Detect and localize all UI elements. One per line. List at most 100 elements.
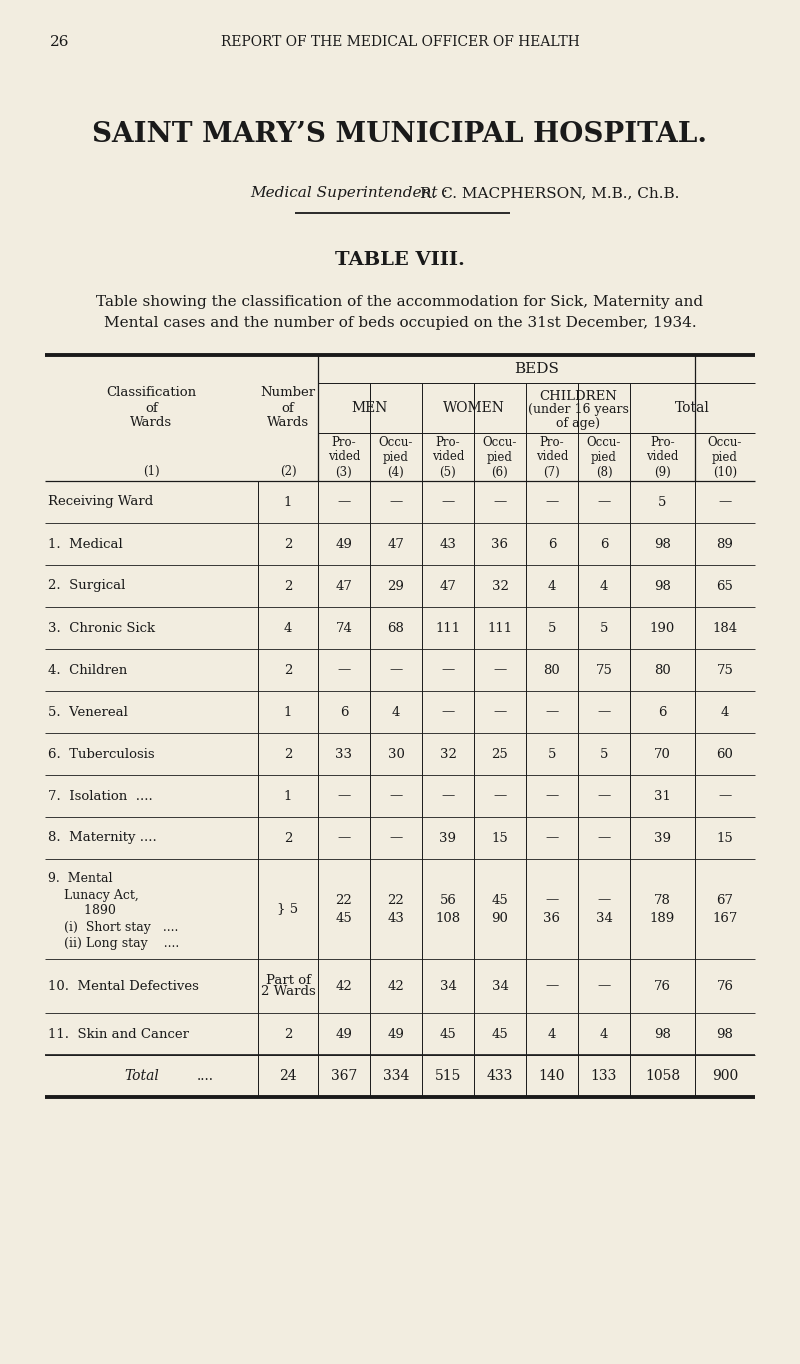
Text: —: —: [390, 495, 402, 509]
Text: 1.  Medical: 1. Medical: [48, 537, 122, 551]
Text: 4.  Children: 4. Children: [48, 663, 127, 677]
Text: 49: 49: [335, 1027, 353, 1041]
Text: 78: 78: [654, 893, 671, 907]
Text: 75: 75: [717, 663, 734, 677]
Text: 98: 98: [654, 580, 671, 592]
Text: 5: 5: [600, 622, 608, 634]
Text: —: —: [718, 790, 732, 802]
Text: 184: 184: [713, 622, 738, 634]
Text: 2: 2: [284, 580, 292, 592]
Text: 2: 2: [284, 1027, 292, 1041]
Text: 36: 36: [543, 911, 561, 925]
Text: ....: ....: [197, 1069, 214, 1083]
Text: } 5: } 5: [278, 903, 298, 915]
Text: 36: 36: [491, 537, 509, 551]
Text: 2: 2: [284, 537, 292, 551]
Text: 1: 1: [284, 705, 292, 719]
Text: 29: 29: [387, 580, 405, 592]
Text: —: —: [338, 832, 350, 844]
Text: —: —: [546, 832, 558, 844]
Text: Lunacy Act,: Lunacy Act,: [48, 888, 138, 902]
Text: 34: 34: [595, 911, 613, 925]
Text: (ii) Long stay    ....: (ii) Long stay ....: [48, 937, 179, 949]
Text: Occu-
pied
(8): Occu- pied (8): [587, 435, 621, 479]
Text: 24: 24: [279, 1069, 297, 1083]
Text: —: —: [494, 495, 506, 509]
Text: 43: 43: [387, 911, 405, 925]
Text: Total: Total: [124, 1069, 159, 1083]
Text: 433: 433: [487, 1069, 513, 1083]
Text: Total: Total: [675, 401, 710, 415]
Text: —: —: [718, 495, 732, 509]
Text: (1): (1): [143, 465, 160, 477]
Text: 133: 133: [591, 1069, 617, 1083]
Text: —: —: [598, 790, 610, 802]
Text: 67: 67: [717, 893, 734, 907]
Text: CHILDREN: CHILDREN: [539, 390, 617, 404]
Text: 68: 68: [387, 622, 405, 634]
Text: —: —: [442, 790, 454, 802]
Text: 70: 70: [654, 747, 671, 761]
Text: 2 Wards: 2 Wards: [261, 985, 315, 998]
Text: 42: 42: [388, 979, 404, 993]
Text: —: —: [598, 705, 610, 719]
Text: 34: 34: [491, 979, 509, 993]
Text: Occu-
pied
(6): Occu- pied (6): [483, 435, 517, 479]
Text: (under 16 years: (under 16 years: [527, 404, 629, 416]
Text: 2: 2: [284, 747, 292, 761]
Text: 108: 108: [435, 911, 461, 925]
Text: BEDS: BEDS: [514, 361, 559, 376]
Text: —: —: [494, 790, 506, 802]
Text: Occu-
pied
(10): Occu- pied (10): [708, 435, 742, 479]
Text: 89: 89: [717, 537, 734, 551]
Text: 4: 4: [548, 580, 556, 592]
Text: 5: 5: [658, 495, 666, 509]
Text: 45: 45: [440, 1027, 456, 1041]
Text: WOMEN: WOMEN: [443, 401, 505, 415]
Text: MEN: MEN: [352, 401, 388, 415]
Text: 98: 98: [654, 537, 671, 551]
Text: —: —: [338, 790, 350, 802]
Text: Mental cases and the number of beds occupied on the 31st December, 1934.: Mental cases and the number of beds occu…: [104, 316, 696, 330]
Text: —: —: [494, 663, 506, 677]
Text: 34: 34: [439, 979, 457, 993]
Text: —: —: [546, 790, 558, 802]
Text: 15: 15: [717, 832, 734, 844]
Text: 49: 49: [335, 537, 353, 551]
Text: —: —: [390, 790, 402, 802]
Text: 8.  Maternity ....: 8. Maternity ....: [48, 832, 157, 844]
Text: 190: 190: [650, 622, 675, 634]
Text: 1058: 1058: [645, 1069, 680, 1083]
Text: Pro-
vided
(3): Pro- vided (3): [328, 435, 360, 479]
Text: 4: 4: [600, 1027, 608, 1041]
Text: (i)  Short stay   ....: (i) Short stay ....: [48, 921, 178, 933]
Text: 47: 47: [335, 580, 353, 592]
Text: 2: 2: [284, 832, 292, 844]
Text: 167: 167: [712, 911, 738, 925]
Text: 98: 98: [654, 1027, 671, 1041]
Text: Table showing the classification of the accommodation for Sick, Maternity and: Table showing the classification of the …: [97, 295, 703, 310]
Text: 74: 74: [335, 622, 353, 634]
Text: 45: 45: [492, 1027, 508, 1041]
Text: 47: 47: [439, 580, 457, 592]
Text: 39: 39: [439, 832, 457, 844]
Text: —: —: [598, 893, 610, 907]
Text: 98: 98: [717, 1027, 734, 1041]
Text: 22: 22: [336, 893, 352, 907]
Text: Pro-
vided
(7): Pro- vided (7): [536, 435, 568, 479]
Text: 49: 49: [387, 1027, 405, 1041]
Text: 4: 4: [721, 705, 729, 719]
Text: —: —: [598, 979, 610, 993]
Text: —: —: [598, 495, 610, 509]
Text: 60: 60: [717, 747, 734, 761]
Text: 22: 22: [388, 893, 404, 907]
Text: 32: 32: [491, 580, 509, 592]
Text: 15: 15: [492, 832, 508, 844]
Text: —: —: [546, 705, 558, 719]
Text: 111: 111: [435, 622, 461, 634]
Text: 2: 2: [284, 663, 292, 677]
Text: 4: 4: [284, 622, 292, 634]
Text: 43: 43: [439, 537, 457, 551]
Text: —: —: [442, 663, 454, 677]
Text: 6: 6: [548, 537, 556, 551]
